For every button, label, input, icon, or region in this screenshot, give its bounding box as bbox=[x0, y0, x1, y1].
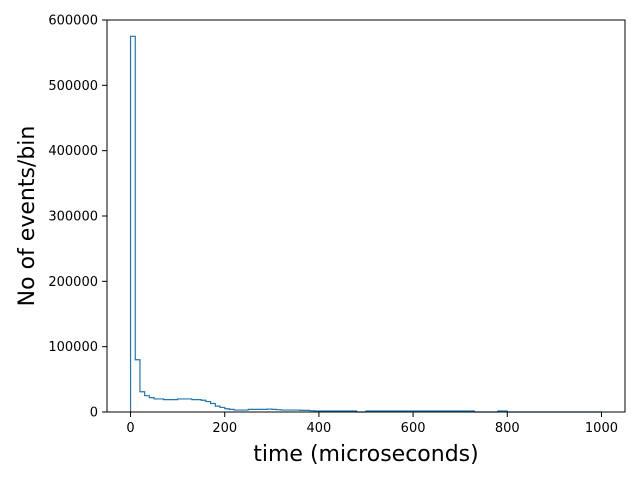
x-tick-label: 400 bbox=[306, 421, 331, 436]
y-tick-label: 200000 bbox=[48, 275, 98, 290]
plot-area bbox=[106, 19, 626, 413]
y-tick-label: 0 bbox=[90, 406, 98, 421]
x-tick-label: 800 bbox=[495, 421, 520, 436]
plot-frame bbox=[106, 19, 626, 413]
y-tick-label: 600000 bbox=[48, 14, 98, 29]
y-axis-title: No of events/bin bbox=[15, 126, 40, 307]
y-tick-label: 400000 bbox=[48, 144, 98, 159]
histogram-step-line bbox=[129, 35, 602, 413]
x-axis-title: time (microseconds) bbox=[253, 442, 478, 467]
x-axis: 0 200 400 600 800 1000 bbox=[126, 412, 618, 436]
y-tick-label: 300000 bbox=[48, 210, 98, 225]
y-axis: 0 100000 200000 300000 400000 500000 600000 bbox=[48, 14, 107, 421]
y-tick-label: 500000 bbox=[48, 79, 98, 94]
y-tick-label: 100000 bbox=[48, 340, 98, 355]
x-tick-label: 0 bbox=[126, 421, 134, 436]
x-tick-label: 1000 bbox=[585, 421, 618, 436]
x-tick-label: 600 bbox=[401, 421, 426, 436]
x-tick-label: 200 bbox=[212, 421, 237, 436]
